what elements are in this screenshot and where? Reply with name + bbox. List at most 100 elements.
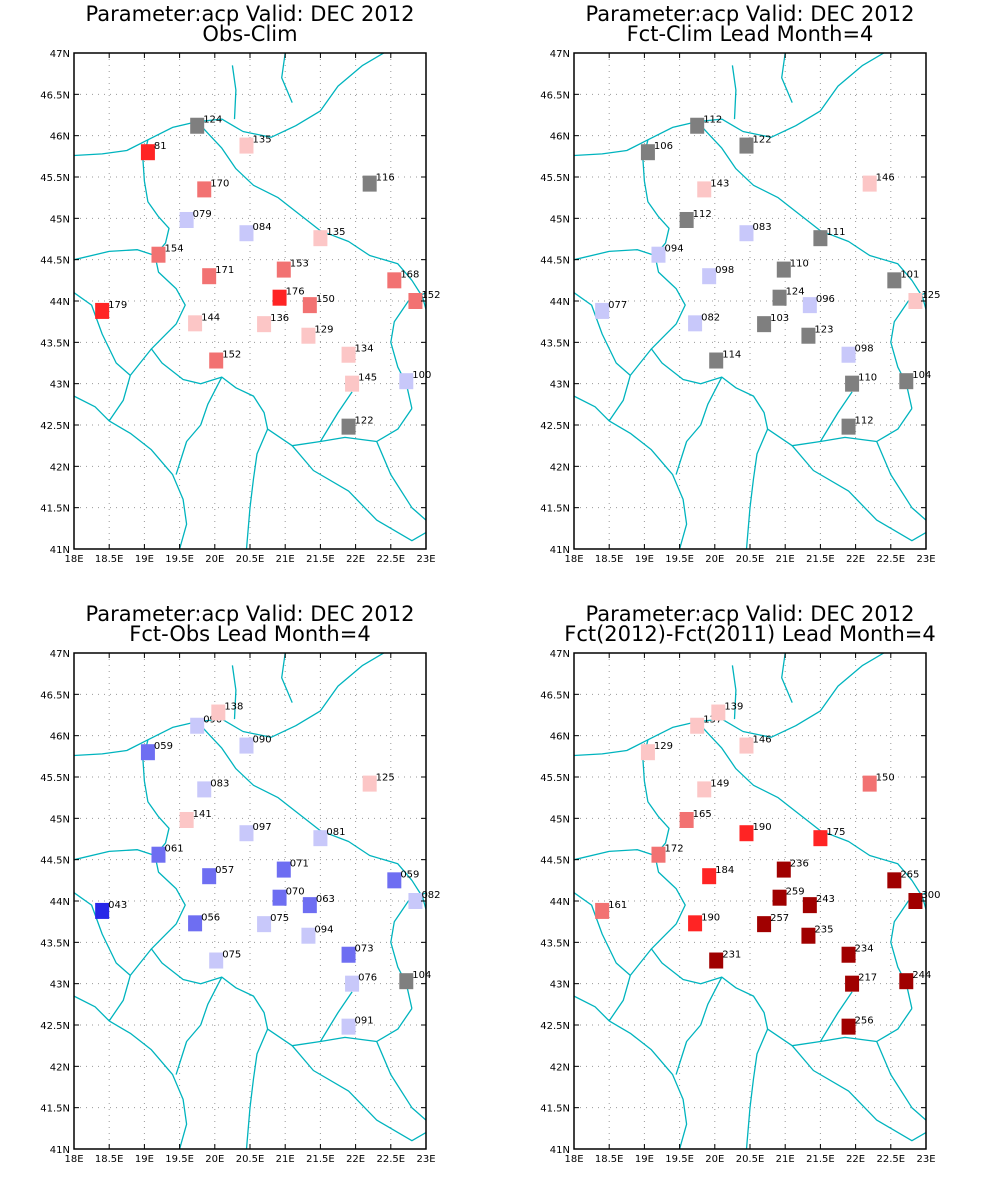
- boundary-line: [74, 995, 188, 1149]
- boundary-line: [74, 249, 156, 261]
- station-value: 300: [921, 890, 940, 901]
- station-marker: [651, 246, 666, 263]
- boundary-line: [890, 292, 926, 409]
- station-value: 236: [790, 859, 809, 870]
- station-value: 257: [770, 913, 789, 924]
- boundary-line: [108, 348, 152, 422]
- x-tick-label: 18.5E: [595, 1154, 624, 1165]
- station-marker: [841, 1018, 856, 1035]
- x-tick-label: 19E: [135, 554, 154, 565]
- boundary-line: [819, 391, 853, 442]
- x-tick-label: 23E: [416, 554, 435, 565]
- y-tick-label: 43N: [50, 380, 70, 391]
- x-tick-label: 23E: [916, 1154, 935, 1165]
- station-value: 265: [900, 869, 919, 880]
- y-tick-label: 46.5N: [540, 690, 570, 701]
- station-value: 061: [164, 844, 183, 855]
- boundary-line: [574, 53, 885, 157]
- map-panel: 112 122 106 143 146 112 083 111 094 098 110 101 125 0…: [500, 0, 1000, 600]
- boundary-line: [108, 948, 152, 1022]
- x-tick-label: 20E: [705, 1154, 724, 1165]
- x-tick-label: 18E: [64, 554, 83, 565]
- station-value: 259: [786, 887, 805, 898]
- axis-ticks: [73, 52, 427, 550]
- x-tick-label: 22E: [346, 554, 365, 565]
- station-value: 082: [701, 312, 720, 323]
- y-tick-label: 44N: [550, 897, 570, 908]
- boundary-line: [319, 391, 353, 442]
- station-value: 116: [376, 173, 395, 184]
- x-tick-label: 21E: [776, 1154, 795, 1165]
- x-tick-label: 18E: [564, 554, 583, 565]
- boundary-line: [876, 441, 926, 521]
- station-marker: [702, 868, 717, 885]
- station-marker: [711, 704, 726, 721]
- boundary-line: [675, 376, 723, 475]
- boundary-line: [819, 991, 853, 1042]
- station-marker: [595, 902, 610, 919]
- panel-title: Parameter:acp Valid: DEC 2012: [585, 602, 915, 626]
- station-value: 141: [193, 809, 212, 820]
- boundary-line: [390, 292, 426, 409]
- station-marker: [313, 230, 328, 247]
- station-marker: [845, 975, 860, 992]
- station-marker: [341, 1018, 356, 1035]
- station-value: 184: [715, 865, 734, 876]
- station-value: 134: [355, 344, 374, 355]
- station-value: 176: [286, 287, 305, 298]
- station-value: 101: [900, 269, 919, 280]
- station-marker: [757, 916, 772, 933]
- station-marker: [688, 915, 703, 932]
- station-marker: [188, 315, 203, 332]
- y-tick-label: 45.5N: [540, 173, 570, 184]
- station-value: 143: [710, 178, 729, 189]
- station-marker: [301, 327, 316, 344]
- y-tick-label: 44N: [50, 297, 70, 308]
- y-tick-label: 43.5N: [40, 938, 70, 949]
- station-marker: [209, 952, 224, 969]
- x-tick-label: 21.5E: [806, 554, 835, 565]
- boundary-line: [245, 1028, 269, 1149]
- station-marker: [341, 346, 356, 363]
- boundary-line: [281, 53, 293, 103]
- panel-subtitle: Fct-Obs Lead Month=4: [129, 622, 371, 646]
- station-value: 165: [693, 809, 712, 820]
- x-tick-label: 21E: [276, 554, 295, 565]
- station-marker: [188, 915, 203, 932]
- station-marker: [257, 916, 272, 933]
- boundary-line: [390, 892, 426, 1009]
- boundary-line: [74, 292, 131, 376]
- x-tick-label: 19.5E: [165, 1154, 194, 1165]
- x-tick-label: 18.5E: [595, 554, 624, 565]
- boundary-line: [675, 976, 723, 1075]
- station-value: 073: [355, 944, 374, 955]
- station-marker: [272, 289, 287, 306]
- boundary-line: [196, 121, 426, 310]
- station-value: 129: [314, 325, 333, 336]
- map-panel: 0901380900590831251410970810610570710590…: [0, 600, 500, 1200]
- station-value: 082: [421, 890, 440, 901]
- station-marker: [408, 893, 423, 909]
- station-value: 114: [722, 350, 741, 361]
- x-tick-label: 21.5E: [806, 1154, 835, 1165]
- map-svg: 0901380900590831251410970810610570710590…: [40, 649, 440, 1165]
- y-tick-label: 46N: [50, 732, 70, 743]
- x-tick-label: 20.5E: [236, 1154, 265, 1165]
- x-tick-label: 22.5E: [877, 1154, 906, 1165]
- station-marker: [595, 302, 610, 319]
- boundary-line: [231, 65, 237, 120]
- boundary-line: [696, 721, 926, 910]
- station-value: 190: [752, 822, 771, 833]
- station-value: 110: [790, 259, 809, 270]
- station-marker: [739, 737, 754, 754]
- station-marker: [302, 897, 317, 914]
- station-value: 091: [355, 1016, 374, 1027]
- map-panel: 1371391461291491501651901751721842362653…: [500, 600, 1000, 1200]
- station-value: 231: [722, 950, 741, 961]
- y-tick-label: 44N: [550, 297, 570, 308]
- station-marker: [739, 225, 754, 242]
- station-marker: [197, 781, 212, 798]
- station-value: 179: [108, 300, 127, 311]
- panel-subtitle: Obs-Clim: [202, 22, 298, 46]
- boundary-line: [574, 292, 631, 376]
